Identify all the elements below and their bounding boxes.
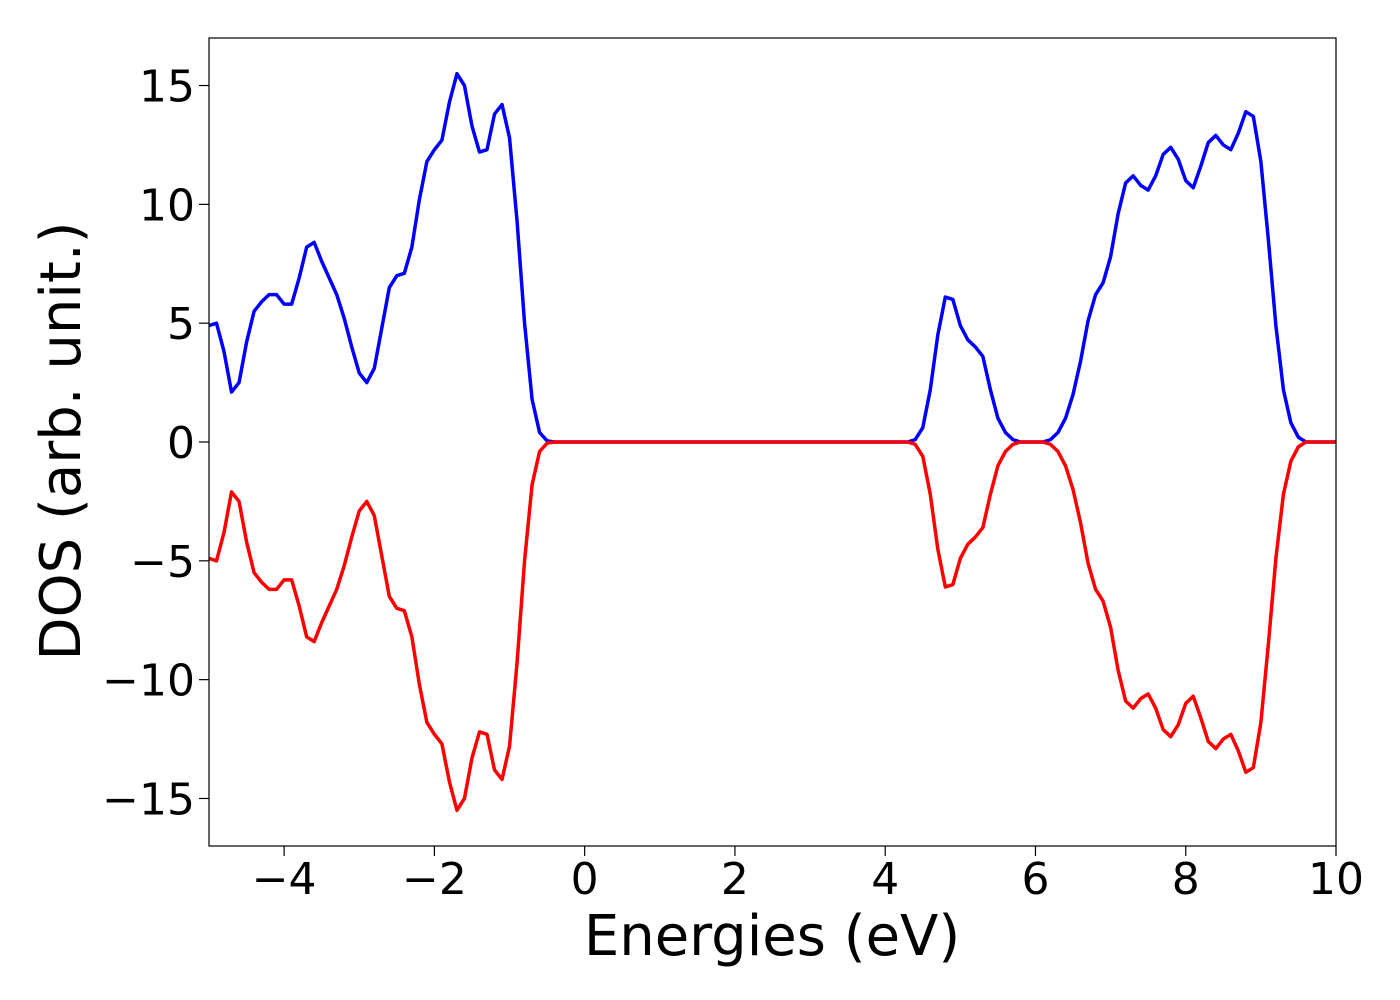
x-tick-label: −2 <box>402 854 467 905</box>
line-series <box>209 71 1336 444</box>
line-series <box>209 440 1336 813</box>
x-tick-label: 2 <box>721 854 749 905</box>
x-axis-label: Energies (eV) <box>584 904 960 969</box>
y-tick-label: −15 <box>102 774 195 825</box>
y-tick-label: 15 <box>139 62 195 113</box>
x-tick-label: 4 <box>871 854 899 905</box>
y-tick-label: 0 <box>167 418 195 469</box>
y-tick-label: −10 <box>102 656 195 707</box>
x-tick-label: 8 <box>1172 854 1200 905</box>
y-tick-label: 5 <box>167 299 195 350</box>
y-tick-label: 10 <box>139 180 195 231</box>
x-tick-label: −4 <box>252 854 317 905</box>
x-tick-label: 0 <box>571 854 599 905</box>
x-tick-label: 10 <box>1308 854 1364 905</box>
y-axis-label: DOS (arb. unit.) <box>29 221 94 660</box>
y-tick-label: −5 <box>130 537 195 588</box>
x-tick-label: 6 <box>1021 854 1049 905</box>
